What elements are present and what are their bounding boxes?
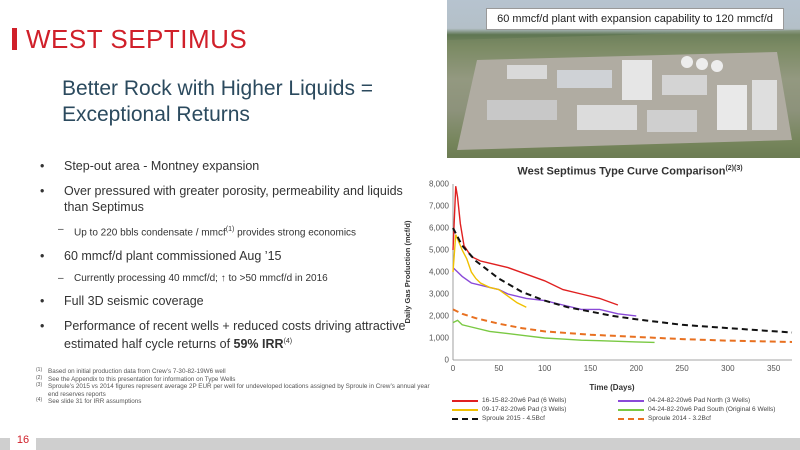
title-accent-bar: [12, 28, 17, 50]
footnotes: (1) Based on initial production data from…: [36, 367, 436, 406]
footnote: (3) Sproule’s 2015 vs 2014 figures repres…: [36, 382, 430, 398]
y-tick-label: 2,000: [429, 312, 450, 321]
series-line: [452, 308, 793, 343]
y-tick-label: 0: [445, 356, 450, 365]
y-tick-label: 3,000: [429, 290, 450, 299]
page-number: 16: [10, 431, 36, 450]
x-tick-label: 200: [630, 364, 644, 373]
y-tick-labels: 0 1,000 2,000 3,000 4,000 5,000 6,000 7,000 8,00…: [429, 180, 450, 365]
y-tick-label: 5,000: [429, 246, 450, 255]
bullet-item: Over pressured with greater porosity, pe…: [40, 183, 410, 215]
type-curve-chart: 0 1,000 2,000 3,000 4,000 5,000 6,000 7,000 8,00…: [403, 180, 793, 392]
y-axis-label: Daily Gas Production (mcf/d): [403, 220, 412, 323]
series-line: [452, 319, 655, 344]
sub-bullet-item: Currently processing 40 mmcf/d; ↑ to >50…: [40, 273, 410, 286]
x-tick-label: 350: [767, 364, 781, 373]
footer-bar: [0, 438, 800, 450]
footnote: (4) See slide 31 for IRR assumptions: [36, 397, 142, 406]
bullet-item: Step-out area - Montney expansion: [40, 158, 410, 174]
y-tick-label: 8,000: [429, 180, 450, 189]
x-tick-labels: 0 50 100 150 200 250 300 350: [451, 364, 781, 373]
x-tick-label: 100: [538, 364, 552, 373]
plant-illustration: [447, 30, 800, 158]
bullet-item: Performance of recent wells + reduced co…: [40, 318, 410, 352]
slide-subtitle: Better Rock with Higher Liquids = Except…: [62, 77, 374, 126]
legend-swatch: [618, 417, 644, 420]
legend-swatch: [452, 408, 478, 411]
x-tick-label: 250: [675, 364, 689, 373]
legend-item: Sproule 2014 - 3.2Bcf: [618, 415, 711, 422]
bullet-item: 60 mmcf/d plant commissioned Aug ’15: [40, 248, 410, 264]
legend-swatch: [452, 399, 478, 402]
x-tick-label: 300: [721, 364, 735, 373]
legend-item: 04-24-82-20w6 Pad South (Original 6 Well…: [618, 406, 775, 413]
legend-swatch: [618, 408, 644, 411]
legend-item: 09-17-82-20w6 Pad (3 Wells): [452, 406, 566, 413]
x-tick-label: 150: [584, 364, 598, 373]
slide-title: WEST SEPTIMUS: [26, 24, 248, 54]
x-tick-label: 0: [451, 364, 456, 373]
legend-item: 04-24-82-20w6 Pad North (3 Wells): [618, 397, 750, 404]
footnote: (1) Based on initial production data from…: [36, 367, 226, 375]
y-tick-label: 4,000: [429, 268, 450, 277]
y-tick-label: 7,000: [429, 202, 450, 211]
bullet-item: Full 3D seismic coverage: [40, 293, 410, 309]
photo-caption: 60 mmcf/d plant with expansion capabilit…: [486, 8, 784, 30]
series-line: [452, 227, 793, 334]
x-axis-label: Time (Days): [589, 383, 635, 392]
chart-title: West Septimus Type Curve Comparison(2)(3…: [517, 165, 743, 178]
legend-item: 16-15-82-20w6 Pad (6 Wells): [452, 397, 566, 404]
series-line: [452, 186, 619, 306]
legend-item: Sproule 2015 - 4.5Bcf: [452, 415, 545, 422]
x-tick-label: 50: [494, 364, 503, 373]
series-line: [452, 267, 637, 317]
series-line: [452, 234, 527, 308]
sub-bullet-item: Up to 220 bbls condensate / mmcf(1) prov…: [40, 224, 410, 240]
y-tick-label: 1,000: [429, 334, 450, 343]
legend-swatch: [452, 417, 478, 420]
footnote: (2) See the Appendix to this presentation…: [36, 374, 236, 383]
series-lines: [452, 186, 793, 344]
bullet-list: Step-out area - Montney expansion Over p…: [40, 158, 410, 361]
legend-swatch: [618, 399, 644, 402]
y-tick-label: 6,000: [429, 224, 450, 233]
